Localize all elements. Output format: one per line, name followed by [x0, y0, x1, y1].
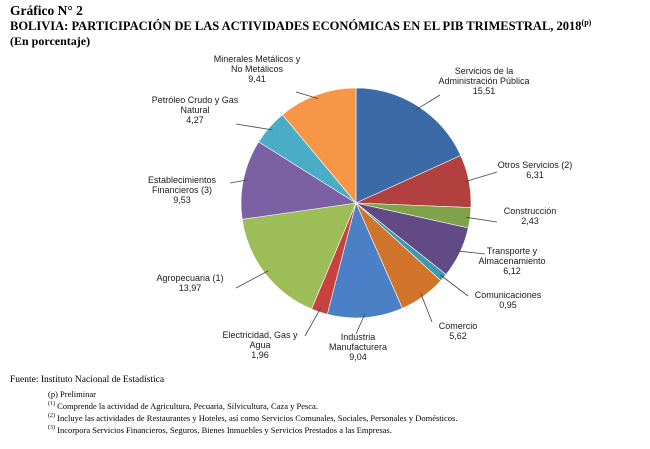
slice-name-label: Comercio	[439, 321, 478, 331]
slice-name-label: Electricidad, Gas y	[222, 330, 298, 340]
label-otros-servicios-2: Otros Servicios (2) 6,31	[498, 160, 573, 180]
label-comercio: Comercio 5,62	[439, 321, 478, 341]
slice-value-label: 13,97	[179, 283, 202, 293]
leader-line-electricidad-gas-y-agua	[304, 308, 321, 337]
leader-line-comercio	[420, 293, 433, 323]
slice-name-label: Industria	[341, 332, 376, 342]
pie-chart: Servicios de la Administración Pública 15,…	[148, 54, 572, 362]
leader-line-petroleo-crudo-y-gas-natural	[235, 123, 273, 131]
label-minerales-metalicos-y-no-metalicos: Minerales Metálicos y No Metálicos 9,41	[214, 54, 301, 84]
label-servicios-de-la-administracion-publica: Servicios de la Administración Pública 15,…	[438, 66, 529, 96]
slice-name-label: Comunicaciones	[475, 290, 542, 300]
slice-establecimientos-financieros-3	[240, 141, 357, 220]
leader-line-minerales-metalicos-y-no-metalicos	[295, 91, 319, 99]
leader-line-otros-servicios-2	[464, 171, 498, 183]
footnote-p-mark: (p)	[48, 389, 58, 399]
slice-labels: Servicios de la Administración Pública 15,…	[148, 54, 572, 362]
slice-value-label: 9,41	[248, 74, 266, 84]
leader-line-transporte-y-almacenamiento	[456, 250, 486, 255]
leader-line-construccion	[466, 216, 498, 223]
slice-name-label: Natural	[180, 105, 209, 115]
slice-name-label: Minerales Metálicos y	[214, 54, 301, 64]
slice-value-label: 4,27	[186, 115, 204, 125]
chart-subtitle-text: BOLIVIA: PARTICIPACIÓN DE LAS ACTIVIDADE…	[10, 19, 582, 34]
slice-value-label: 5,62	[449, 331, 467, 341]
slice-value-label: 6,12	[503, 266, 521, 276]
slice-name-label: Administración Pública	[438, 76, 529, 86]
footnote-2-mark: (2)	[48, 413, 55, 420]
slice-minerales-metalicos-y-no-metalicos	[281, 87, 357, 204]
footnote-3: (3) Incorpora Servicios Financieros, Seg…	[48, 425, 392, 435]
slice-value-label: 0,95	[499, 300, 517, 310]
slice-servicios-de-la-administracion-publica	[355, 87, 462, 204]
slice-agropecuaria-1	[241, 202, 357, 310]
footnote-1-mark: (1)	[48, 401, 55, 408]
slice-name-label: Petróleo Crudo y Gas	[152, 95, 239, 105]
slice-value-label: 15,51	[473, 86, 496, 96]
chart-subtitle: BOLIVIA: PARTICIPACIÓN DE LAS ACTIVIDADE…	[10, 18, 591, 34]
slice-industria-manufacturera	[326, 202, 403, 319]
label-industria-manufacturera: Industria Manufacturera 9,04	[329, 332, 387, 362]
leader-line-industria-manufacturera	[355, 313, 366, 335]
label-construccion: Construcción 2,43	[504, 206, 557, 226]
slice-name-label: Agropecuaria (1)	[156, 273, 223, 283]
leader-line-agropecuaria-1	[235, 270, 269, 289]
label-transporte-y-almacenamiento: Transporte y Almacenamiento 6,12	[478, 246, 545, 276]
slice-value-label: 2,43	[521, 216, 539, 226]
source-note: Fuente: Instituto Nacional de Estadístic…	[10, 375, 165, 385]
leader-line-servicios-de-la-administracion-publica	[415, 94, 441, 111]
slice-name-label: Construcción	[504, 206, 557, 216]
label-agropecuaria-1: Agropecuaria (1) 13,97	[156, 273, 223, 293]
footnote-1-text: Comprende la actividad de Agricultura, P…	[57, 401, 318, 411]
pie-slices	[240, 87, 472, 319]
chart-title: Gráfico N° 2	[10, 3, 83, 18]
subtitle-preliminary-mark: (p)	[581, 18, 592, 27]
slice-value-label: 9,04	[349, 352, 367, 362]
slice-name-label: Transporte y	[487, 246, 538, 256]
leader-line-establecimientos-financieros-3	[229, 179, 248, 184]
slice-value-label: 1,96	[251, 350, 269, 360]
label-petroleo-crudo-y-gas-natural: Petróleo Crudo y Gas Natural 4,27	[152, 95, 239, 125]
slice-name-label: No Metálicos	[231, 64, 284, 74]
footnote-3-mark: (3)	[48, 425, 55, 432]
slice-value-label: 9,53	[173, 195, 191, 205]
footnote-2-text: Incluye las actividades de Restaurantes …	[57, 413, 458, 423]
slice-name-label: Agua	[249, 340, 270, 350]
footnote-2: (2) Incluye las actividades de Restauran…	[48, 413, 457, 423]
slice-name-label: Financieros (3)	[152, 185, 212, 195]
slice-name-label: Almacenamiento	[478, 256, 545, 266]
slice-name-label: Otros Servicios (2)	[498, 160, 573, 170]
label-establecimientos-financieros-3: Establecimientos Financieros (3) 9,53	[148, 175, 217, 205]
slice-value-label: 6,31	[526, 170, 544, 180]
footnote-p-text: Preliminar	[60, 389, 96, 399]
footnote-1: (1) Comprende la actividad de Agricultur…	[48, 401, 318, 411]
chart-units: (En porcentaje)	[10, 34, 91, 48]
leader-lines	[229, 91, 498, 337]
slice-name-label: Servicios de la	[455, 66, 514, 76]
footnote-3-text: Incorpora Servicios Financieros, Seguros…	[57, 425, 392, 435]
label-comunicaciones: Comunicaciones 0,95	[475, 290, 542, 310]
slice-name-label: Manufacturera	[329, 342, 387, 352]
footnote-p: (p) Preliminar	[48, 389, 96, 399]
label-electricidad-gas-y-agua: Electricidad, Gas y Agua 1,96	[222, 330, 298, 360]
slice-name-label: Establecimientos	[148, 175, 217, 185]
leader-line-comunicaciones	[440, 274, 469, 297]
